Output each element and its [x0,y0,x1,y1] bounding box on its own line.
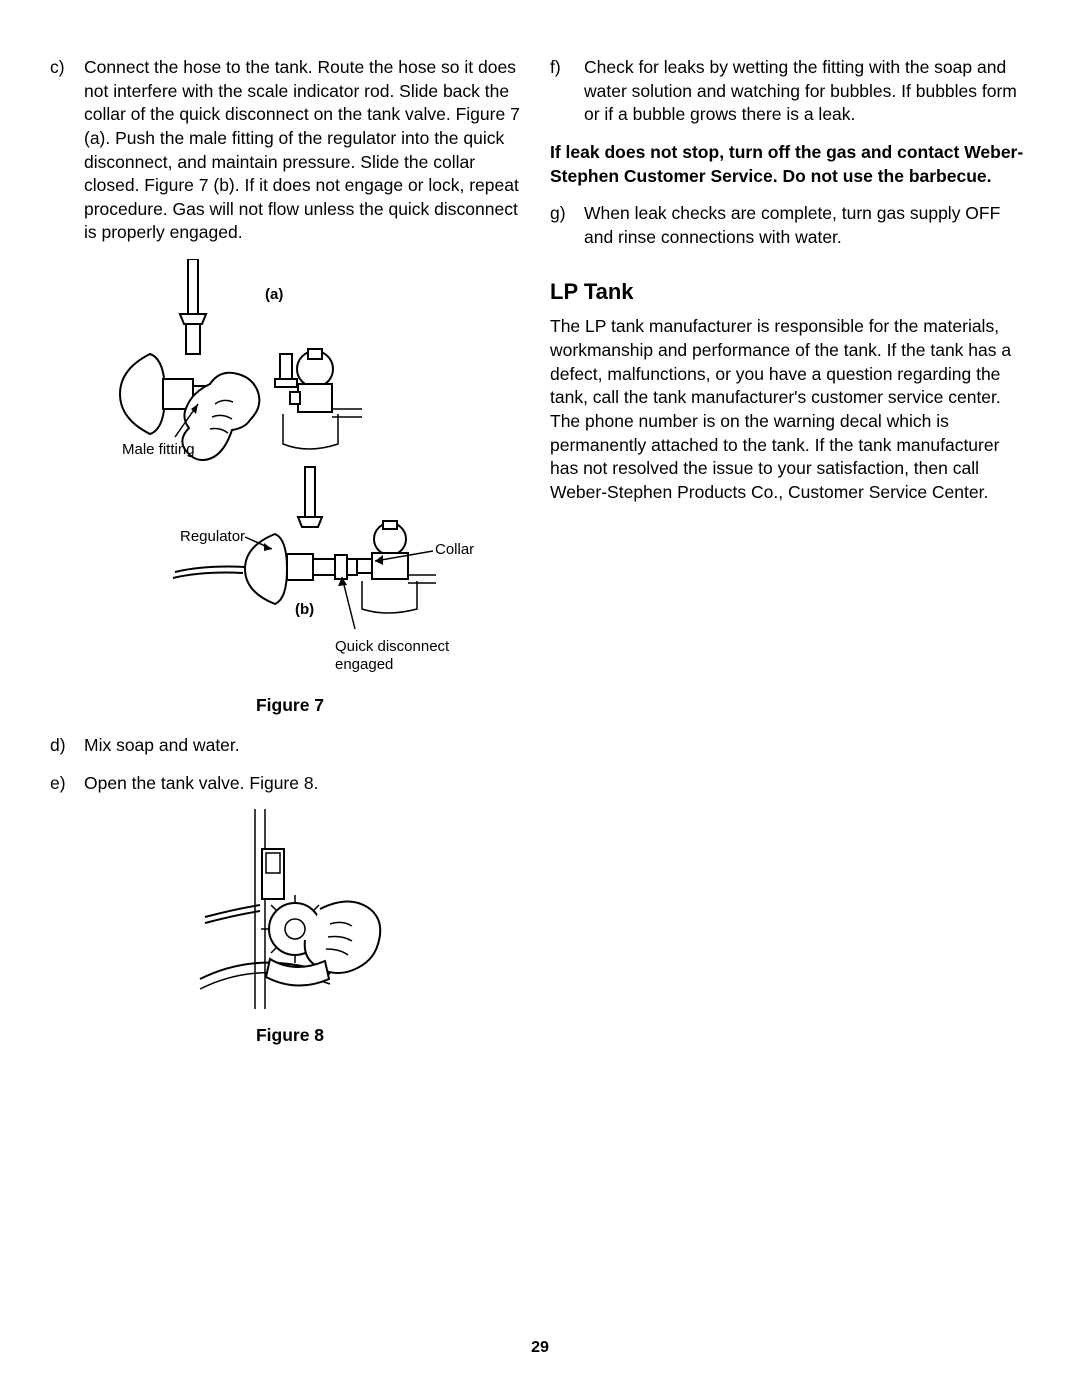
step-g-marker: g) [550,202,584,249]
figure7-label-regulator: Regulator [180,528,245,545]
figure-7-caption: Figure 7 [50,695,530,716]
right-column: f) Check for leaks by wetting the fittin… [550,56,1030,1064]
step-f: f) Check for leaks by wetting the fittin… [550,56,1030,127]
lp-tank-heading: LP Tank [550,279,1030,305]
figure7-label-b: (b) [295,601,314,618]
figure-8: Figure 8 [50,809,530,1046]
step-e-marker: e) [50,772,84,796]
figure7-label-qd1: Quick disconnect [335,638,450,655]
leak-warning: If leak does not stop, turn off the gas … [550,141,1030,188]
step-g-text: When leak checks are complete, turn gas … [584,202,1030,249]
step-e: e) Open the tank valve. Figure 8. [50,772,530,796]
step-g: g) When leak checks are complete, turn g… [550,202,1030,249]
figure7-label-a: (a) [265,286,283,303]
step-d: d) Mix soap and water. [50,734,530,758]
step-d-text: Mix soap and water. [84,734,530,758]
step-c: c) Connect the hose to the tank. Route t… [50,56,530,245]
lp-tank-text: The LP tank manufacturer is responsible … [550,315,1030,504]
step-c-text: Connect the hose to the tank. Route the … [84,56,530,245]
page-number: 29 [0,1339,1080,1357]
step-c-marker: c) [50,56,84,245]
figure7-label-qd2: engaged [335,656,393,673]
left-column: c) Connect the hose to the tank. Route t… [50,56,530,1064]
figure7-label-collar: Collar [435,541,474,558]
step-d-marker: d) [50,734,84,758]
step-e-text: Open the tank valve. Figure 8. [84,772,530,796]
step-f-text: Check for leaks by wetting the fitting w… [584,56,1030,127]
figure-8-caption: Figure 8 [50,1025,530,1046]
figure-7-diagram: (a) Male fitting [80,259,500,689]
figure-7: (a) Male fitting [50,259,530,716]
figure-8-diagram [170,809,410,1019]
figure7-label-male-fitting: Male fitting [122,441,195,458]
step-f-marker: f) [550,56,584,127]
